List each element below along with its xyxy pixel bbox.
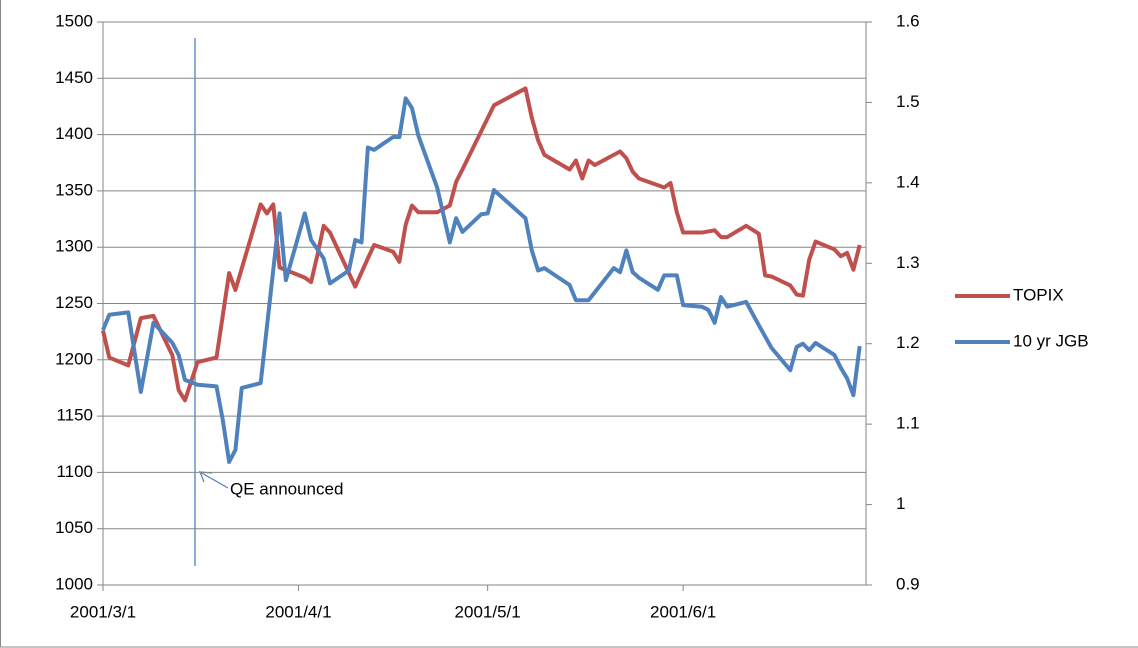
y2-tick-label: 1 — [896, 494, 905, 513]
y-tick-label: 1250 — [55, 293, 93, 312]
x-tick-label: 2001/4/1 — [265, 602, 331, 621]
y-tick-label: 1100 — [56, 462, 93, 481]
x-tick-label: 2001/5/1 — [455, 602, 521, 621]
y-tick-label: 1050 — [55, 518, 93, 537]
y2-tick-label: 1.2 — [896, 333, 920, 352]
legend-label: TOPIX — [1013, 285, 1064, 304]
y-tick-label: 1450 — [55, 68, 93, 87]
x-tick-label: 2001/3/1 — [70, 602, 136, 621]
annotation-arrow — [198, 470, 229, 489]
y-tick-label: 1150 — [56, 406, 93, 425]
y2-tick-label: 0.9 — [896, 574, 920, 593]
y-tick-label: 1000 — [55, 574, 93, 593]
y-tick-label: 1350 — [55, 180, 93, 199]
y2-tick-label: 1.5 — [896, 92, 920, 111]
legend-label: 10 yr JGB — [1013, 331, 1089, 350]
y-tick-label: 1200 — [55, 349, 93, 368]
y2-tick-label: 1.6 — [896, 11, 920, 30]
y-tick-label: 1300 — [55, 237, 93, 256]
series-line — [101, 86, 862, 403]
y2-tick-label: 1.3 — [896, 253, 920, 272]
y-tick-label: 1500 — [55, 11, 93, 30]
y-tick-label: 1400 — [55, 124, 93, 143]
x-tick-label: 2001/6/1 — [650, 602, 716, 621]
series-line — [101, 96, 862, 464]
annotation: QE announced — [230, 479, 343, 498]
y2-tick-label: 1.1 — [896, 414, 920, 433]
y2-tick-label: 1.4 — [896, 172, 920, 191]
